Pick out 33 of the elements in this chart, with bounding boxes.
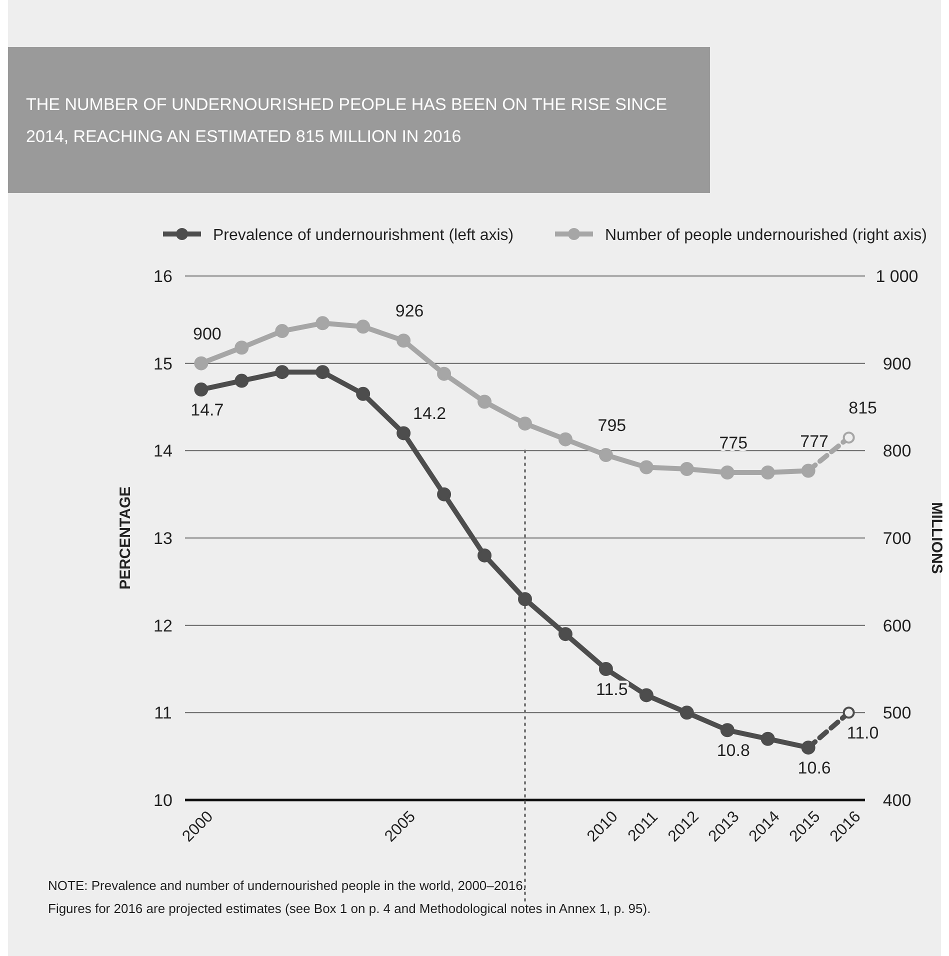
text: Figures for 2016 are projected estimates (see Box 1 on p. 4 and Methodological notes in Annex 1, p. 95).: [48, 901, 651, 916]
y2-tick-label: 1 000: [876, 267, 918, 286]
y-tick-label: 14: [154, 442, 172, 461]
y-tick-label: 16: [154, 267, 172, 286]
y-tick-label: 15: [154, 354, 172, 374]
chart-title: THE NUMBER OF UNDERNOURISHED PEOPLE HAS BEEN ON THE RISE SINCE 2014, REACHING AN ESTIMATED 815 MILLION IN 2016: [26, 95, 668, 146]
y2-tick-label: 800: [882, 442, 912, 461]
y2-axis-title: MILLIONS: [928, 502, 945, 574]
y2-tick-label: 500: [882, 704, 912, 723]
data-label: 14.7: [190, 400, 224, 420]
y-axis-title: PERCENTAGE: [117, 486, 134, 590]
data-label: 775: [719, 434, 748, 452]
y2-tick-label: 400: [882, 791, 912, 810]
data-label: 11.5: [596, 680, 628, 699]
data-label: 11.0: [846, 724, 879, 743]
data-label: 14.2: [413, 404, 446, 424]
data-label: 10.8: [716, 741, 750, 760]
data-label: 815: [848, 398, 877, 418]
legend-label: Number of people undernourished (right axis): [605, 227, 927, 244]
y-tick-label: 11: [154, 704, 172, 723]
y-tick-label: 10: [154, 791, 172, 810]
data-label: 900: [193, 324, 222, 344]
data-label: 926: [395, 302, 424, 321]
data-label: 777: [800, 432, 829, 451]
y-tick-label: 12: [154, 616, 172, 636]
y2-tick-label: 600: [882, 616, 912, 636]
data-label: 10.6: [798, 758, 831, 778]
y2-tick-label: 700: [882, 529, 912, 548]
y-tick-label: 13: [154, 529, 172, 548]
data-label: 795: [598, 416, 626, 436]
text: NOTE: Prevalence and number of undernourished people in the world, 2000–2016.: [48, 878, 526, 893]
y2-tick-label: 900: [882, 354, 912, 374]
legend-label: Prevalence of undernourishment (left axis): [213, 227, 514, 244]
